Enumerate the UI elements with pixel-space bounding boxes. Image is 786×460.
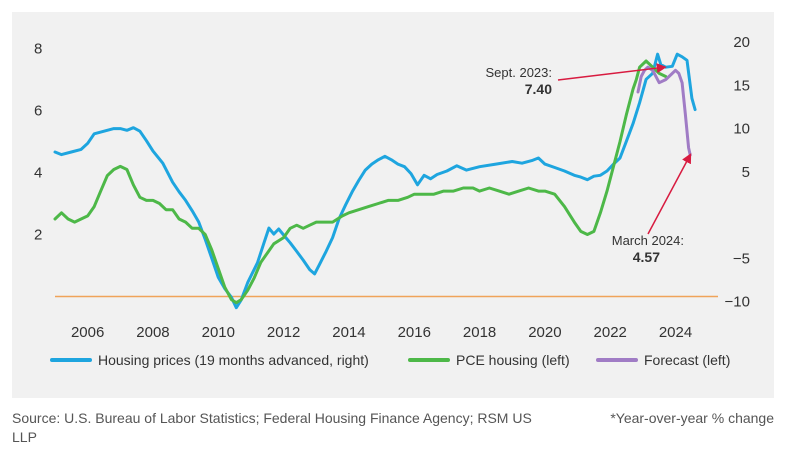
left-axis-tick-label: 6 bbox=[34, 103, 42, 120]
legend-label: Housing prices (19 months advanced, righ… bbox=[98, 352, 369, 368]
right-axis-tick-label: 20 bbox=[733, 34, 750, 51]
right-axis-tick-label: 15 bbox=[733, 77, 750, 94]
annotation-arrow bbox=[557, 63, 667, 81]
right-axis-tick-label: −10 bbox=[725, 294, 750, 311]
series-line-pce bbox=[53, 59, 668, 305]
left-axis-tick-label: 2 bbox=[34, 227, 42, 244]
annotation-label: Sept. 2023: bbox=[486, 65, 553, 80]
units-note: *Year-over-year % change bbox=[610, 410, 774, 426]
source-note: Source: U.S. Bureau of Labor Statistics;… bbox=[12, 410, 532, 445]
left-axis-tick-label: 8 bbox=[34, 41, 42, 58]
chart-panel bbox=[12, 12, 774, 398]
annotation-value: 4.57 bbox=[633, 249, 660, 265]
x-axis-tick-label: 2010 bbox=[202, 324, 235, 341]
right-axis-tick-label: 5 bbox=[742, 164, 750, 181]
x-axis-tick-label: 2020 bbox=[528, 324, 561, 341]
x-axis-tick-label: 2006 bbox=[71, 324, 104, 341]
annotation-label: March 2024: bbox=[612, 233, 684, 248]
x-axis-tick-label: 2018 bbox=[463, 324, 496, 341]
x-axis-tick-label: 2024 bbox=[659, 324, 692, 341]
x-axis-tick-label: 2008 bbox=[136, 324, 169, 341]
right-axis-tick-label: −5 bbox=[733, 250, 750, 267]
legend-label: PCE housing (left) bbox=[456, 352, 570, 368]
annotation-value: 7.40 bbox=[525, 81, 552, 97]
left-axis-tick-label: 4 bbox=[34, 165, 42, 182]
x-axis-tick-label: 2016 bbox=[398, 324, 431, 341]
x-axis-tick-label: 2012 bbox=[267, 324, 300, 341]
series-line-housing bbox=[53, 52, 697, 310]
x-axis-tick-label: 2022 bbox=[594, 324, 627, 341]
annotation-arrow bbox=[647, 153, 692, 235]
right-axis-tick-label: 10 bbox=[733, 121, 750, 138]
legend-label: Forecast (left) bbox=[644, 352, 730, 368]
x-axis-tick-label: 2014 bbox=[332, 324, 365, 341]
